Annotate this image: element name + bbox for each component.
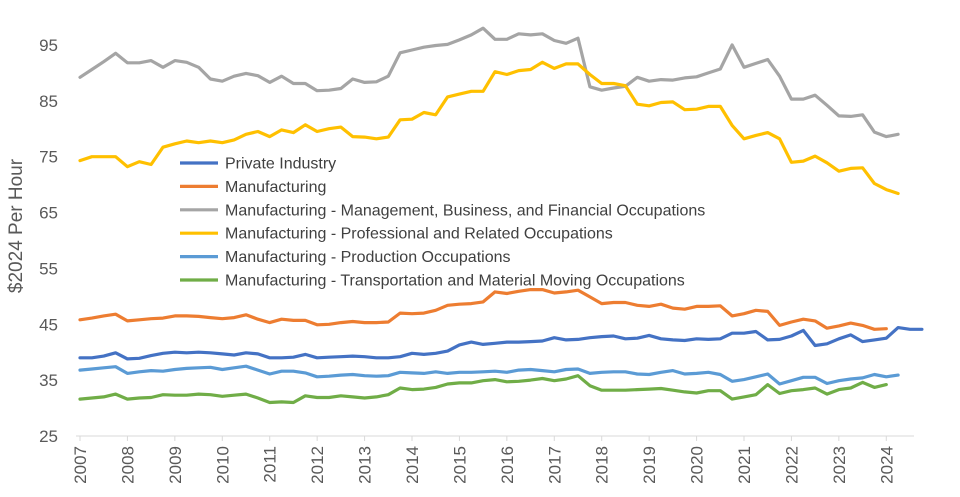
series-line-manufacturing-production-occupations [78,364,900,386]
legend-label: Manufacturing [225,179,326,196]
x-tick-label: 2016 [498,446,517,484]
y-tick-labels: 25 35 45 55 65 75 85 95 [39,36,58,446]
x-tick-label: 2011 [261,446,280,483]
x-tick-label: 2015 [450,446,469,484]
legend-label: Manufacturing - Management, Business, an… [225,202,705,219]
x-tick-label: 2017 [545,446,564,484]
series-line-private-industry [78,326,924,361]
x-tick-label: 2014 [403,446,422,484]
y-tick-label: 45 [39,315,58,334]
y-axis-label: $2024 Per Hour [6,158,27,293]
x-tick-label: 2013 [356,446,375,484]
x-tick-label: 2021 [735,446,754,484]
legend-label: Private Industry [225,156,336,173]
x-tick-label: 2009 [166,446,185,484]
legend-label: Manufacturing - Transportation and Mater… [225,273,685,290]
y-tick-label: 35 [39,371,58,390]
legend-label: Manufacturing - Production Occupations [225,249,510,266]
y-tick-label: 55 [39,259,58,278]
series-line-manufacturing-management-business-and-financial-occupations [78,26,900,139]
y-tick-label: 95 [39,36,58,55]
legend-label: Manufacturing - Professional and Related… [225,226,613,243]
y-tick-label: 65 [39,204,58,223]
y-tick-label: 75 [39,148,58,167]
x-tick-label: 2018 [593,446,612,484]
legend: Private Industry Manufacturing Manufacturi… [180,156,705,290]
series-line-manufacturing-professional-and-related-occupations [78,60,900,196]
x-tick-label: 2022 [782,446,801,484]
series-line-manufacturing-transportation-and-material-moving-occupations [78,374,888,405]
x-tick-label: 2008 [118,446,137,484]
x-tick-label: 2024 [877,446,896,484]
x-tick-label: 2020 [688,446,707,484]
series-lines [78,26,924,405]
x-tick-label: 2019 [640,446,659,484]
x-tick-label: 2007 [71,446,90,484]
x-tick-labels: 2007 2008 2009 2010 2011 2012 2013 2014 2015 2016… [71,446,896,484]
y-tick-label: 85 [39,92,58,111]
series-line-manufacturing [78,288,888,331]
y-tick-label: 25 [39,427,58,446]
x-tick-label: 2010 [213,446,232,484]
axes [76,435,914,441]
x-tick-label: 2012 [308,446,327,484]
x-tick-label: 2023 [830,446,849,484]
